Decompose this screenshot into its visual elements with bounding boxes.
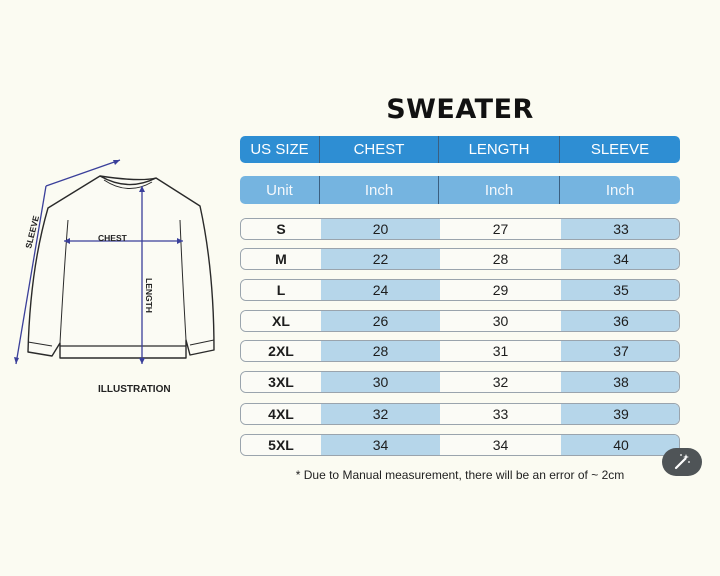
chest-cell: 24 [321, 280, 440, 300]
chest-cell: 26 [321, 311, 440, 331]
size-cell: 2XL [241, 341, 321, 361]
magic-wand-icon [674, 454, 690, 470]
table-row: 2XL 28 31 37 [240, 340, 680, 362]
sleeve-cell: 38 [561, 372, 679, 392]
chest-label: CHEST [98, 233, 128, 243]
illustration-caption: ILLUSTRATION [98, 384, 171, 395]
chest-cell: 34 [321, 435, 440, 455]
header-us-size: US SIZE [240, 136, 320, 163]
table-row: 4XL 32 33 39 [240, 403, 680, 425]
length-cell: 27 [440, 219, 561, 239]
chest-cell: 32 [321, 404, 440, 424]
table-row: S 20 27 33 [240, 218, 680, 240]
length-cell: 32 [440, 372, 561, 392]
table-row: L 24 29 35 [240, 279, 680, 301]
sleeve-cell: 33 [561, 219, 679, 239]
header-chest: CHEST [320, 136, 439, 163]
length-cell: 30 [440, 311, 561, 331]
sleeve-cell: 35 [561, 280, 679, 300]
table-row: XL 26 30 36 [240, 310, 680, 332]
length-cell: 28 [440, 249, 561, 269]
length-cell: 29 [440, 280, 561, 300]
chest-cell: 22 [321, 249, 440, 269]
unit-sleeve: Inch [605, 181, 635, 199]
magic-edit-button[interactable] [662, 448, 702, 476]
unit-length: Inch [439, 176, 560, 204]
sleeve-arrow [45, 159, 121, 187]
sweater-illustration: CHEST LENGTH SLEEVE ILLUSTRATION [14, 159, 215, 395]
length-cell: 31 [440, 341, 561, 361]
header-sleeve: SLEEVE [590, 141, 650, 158]
table-row: M 22 28 34 [240, 248, 680, 270]
unit-chest: Inch [320, 176, 439, 204]
header-row: US SIZE CHEST LENGTH SLEEVE [240, 136, 680, 163]
unit-label: Unit [240, 176, 320, 204]
chest-cell: 28 [321, 341, 440, 361]
size-cell: 4XL [241, 404, 321, 424]
unit-row: Unit Inch Inch Inch [240, 176, 680, 204]
sleeve-cell: 34 [561, 249, 679, 269]
measurement-note: * Due to Manual measurement, there will … [295, 468, 625, 482]
size-cell: 3XL [241, 372, 321, 392]
size-cell: 5XL [241, 435, 321, 455]
size-cell: S [241, 219, 321, 239]
length-cell: 33 [440, 404, 561, 424]
sleeve-cell: 40 [561, 435, 679, 455]
chest-cell: 30 [321, 372, 440, 392]
chest-cell: 20 [321, 219, 440, 239]
table-row: 3XL 30 32 38 [240, 371, 680, 393]
size-cell: XL [241, 311, 321, 331]
sleeve-cell: 37 [561, 341, 679, 361]
size-cell: M [241, 249, 321, 269]
length-label: LENGTH [144, 278, 154, 313]
size-cell: L [241, 280, 321, 300]
length-cell: 34 [440, 435, 561, 455]
header-length: LENGTH [439, 136, 560, 163]
chart-title: SWEATER [386, 94, 534, 125]
table-row: 5XL 34 34 40 [240, 434, 680, 456]
sleeve-cell: 39 [561, 404, 679, 424]
sleeve-cell: 36 [561, 311, 679, 331]
